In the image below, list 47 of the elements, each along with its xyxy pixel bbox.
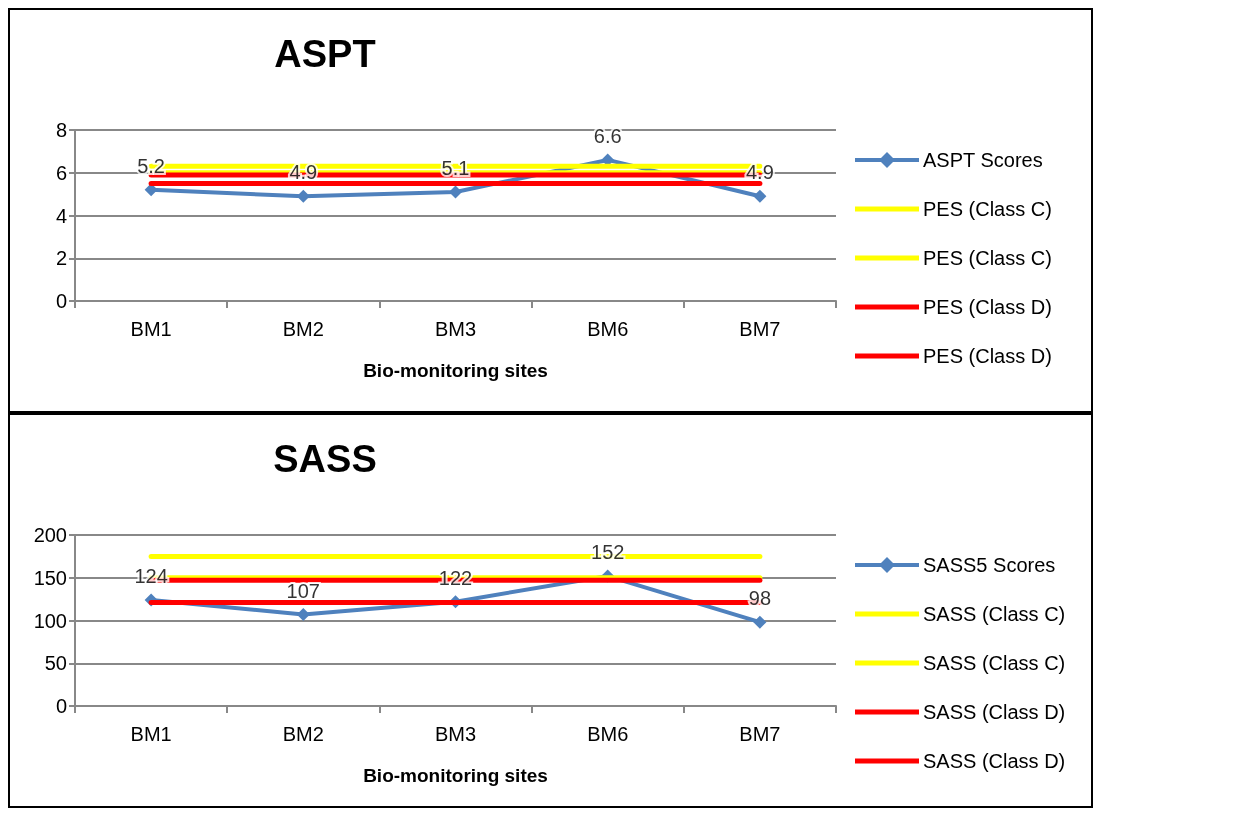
x-tick-label: BM1 <box>130 723 172 745</box>
point <box>449 185 462 199</box>
x-tick-label: BM6 <box>587 318 629 340</box>
x-tick-label: BM6 <box>587 723 629 745</box>
y-tick-label: 6 <box>55 161 67 184</box>
legend-label: SASS (Class C) <box>923 603 1066 625</box>
x-tick-label: BM7 <box>739 318 781 340</box>
legend-label: PES (Class C) <box>923 247 1052 269</box>
data-label: 4.9 <box>289 161 318 184</box>
y-tick-label: 150 <box>33 566 67 589</box>
point <box>296 189 310 203</box>
y-tick-label: 2 <box>55 247 67 270</box>
x-tick-label: BM3 <box>434 723 477 745</box>
data-label: 98 <box>748 587 772 610</box>
chart-title: ASPT <box>274 33 376 75</box>
x-tick-label: BM3 <box>434 318 477 340</box>
y-tick-label: 50 <box>44 652 67 675</box>
point <box>144 183 158 197</box>
y-tick-label: 200 <box>33 524 67 546</box>
y-tick-label: 0 <box>55 290 67 312</box>
legend-label: SASS (Class D) <box>923 750 1066 772</box>
y-tick-label: 4 <box>55 204 67 227</box>
y-tick-label: 100 <box>33 609 67 632</box>
legend-label: SASS5 Scores <box>923 554 1056 576</box>
x-axis-title: Bio-monitoring sites <box>363 765 548 786</box>
y-tick-label: 8 <box>55 119 67 141</box>
data-label: 5.2 <box>137 154 166 177</box>
x-axis-title: Bio-monitoring sites <box>363 360 548 381</box>
data-label: 122 <box>438 566 473 589</box>
legend-label: SASS (Class C) <box>923 652 1066 674</box>
x-tick-label: BM7 <box>739 723 781 745</box>
point <box>753 189 767 203</box>
point <box>296 608 310 622</box>
chart-title: SASS <box>273 438 377 480</box>
x-tick-label: BM2 <box>282 723 324 745</box>
data-label: 4.9 <box>745 161 774 184</box>
legend-label: PES (Class D) <box>923 296 1052 318</box>
data-label: 6.6 <box>593 124 622 147</box>
y-tick-label: 0 <box>55 695 67 717</box>
legend-label: SASS (Class D) <box>923 701 1066 723</box>
data-label: 107 <box>286 579 320 602</box>
legend-label: PES (Class D) <box>923 345 1052 367</box>
legend-label: PES (Class C) <box>923 198 1052 220</box>
x-tick-label: BM2 <box>282 318 324 340</box>
x-tick-label: BM1 <box>130 318 172 340</box>
legend-label: ASPT Scores <box>923 149 1043 171</box>
point <box>753 615 767 629</box>
